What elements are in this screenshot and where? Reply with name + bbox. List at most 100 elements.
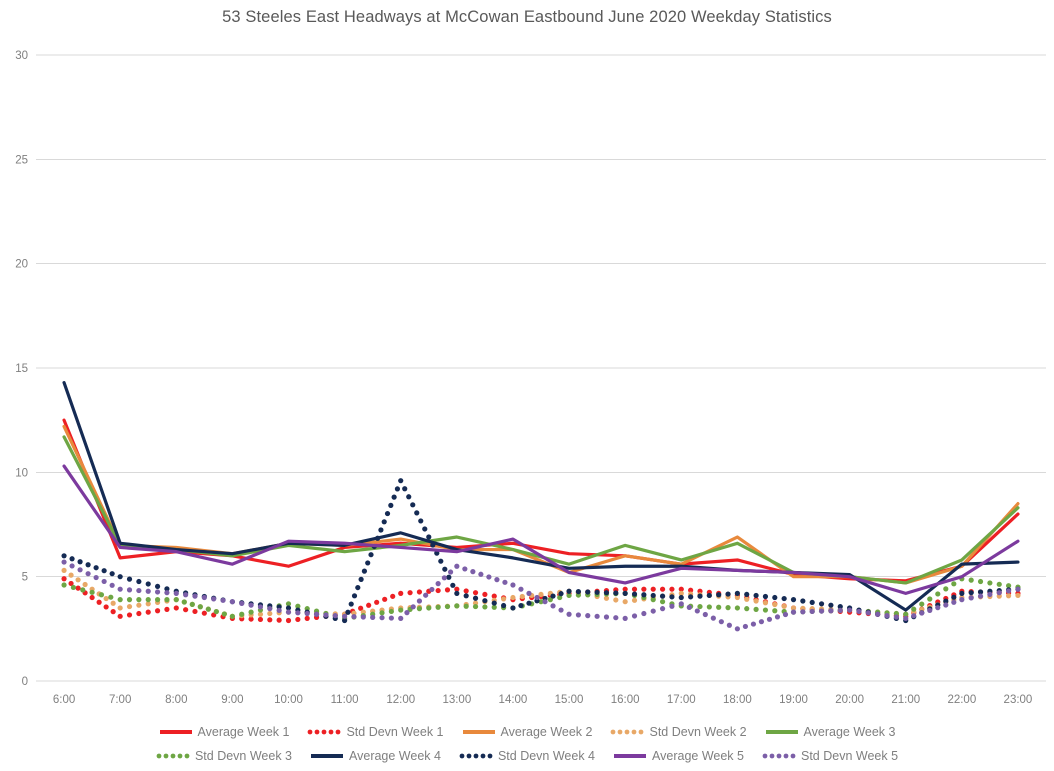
- series-dot: [126, 576, 133, 582]
- series-dot: [398, 607, 404, 613]
- legend-item-average-week-3[interactable]: Average Week 3: [765, 725, 896, 739]
- series-dot: [686, 604, 692, 610]
- series-dot: [75, 585, 81, 591]
- series-dot: [304, 610, 310, 617]
- series-dot: [463, 593, 469, 599]
- series-dot: [446, 574, 452, 580]
- series-dot: [426, 534, 432, 540]
- series-dot: [211, 596, 217, 602]
- series-dot: [659, 593, 666, 599]
- series-dot: [510, 582, 516, 588]
- series-dot: [688, 594, 694, 600]
- series-dot: [366, 602, 372, 608]
- series-dot: [903, 611, 909, 617]
- series-dot: [538, 599, 544, 605]
- series-dot: [390, 593, 396, 599]
- legend-dotted-swatch-icon: [156, 750, 190, 762]
- legend-item-average-week-2[interactable]: Average Week 2: [462, 725, 592, 739]
- x-axis-labels: 6:00 7:00 8:00 9:00 10:00 11:00 12:00 13:00 14:0…: [53, 694, 1032, 706]
- series-dot: [257, 616, 264, 623]
- legend-item-std-devn-week-3[interactable]: Std Devn Week 3: [156, 749, 292, 763]
- series-dot: [742, 623, 749, 630]
- series-dot: [734, 626, 740, 632]
- series-dot: [678, 586, 684, 592]
- x-tick-label: 7:00: [109, 694, 131, 706]
- series-dot: [85, 571, 91, 577]
- series-dot: [384, 510, 391, 517]
- series-dot: [370, 614, 376, 620]
- series-dot: [951, 599, 957, 605]
- series-dot: [358, 576, 364, 582]
- series-dot: [154, 597, 161, 603]
- gridlines: [36, 54, 1046, 682]
- series-dot: [239, 600, 245, 607]
- series-dot: [968, 595, 974, 601]
- series-dot: [943, 602, 949, 608]
- series-dot: [550, 603, 556, 609]
- series-dot: [197, 604, 203, 610]
- series-dot: [678, 601, 684, 607]
- legend-item-std-devn-week-1[interactable]: Std Devn Week 1: [307, 725, 444, 739]
- series-dot: [136, 610, 142, 617]
- series-dot: [68, 580, 74, 587]
- series-dot: [472, 603, 479, 610]
- legend-item-average-week-4[interactable]: Average Week 4: [310, 749, 441, 763]
- series-dot: [410, 502, 416, 508]
- series-dot: [594, 589, 600, 595]
- series-dot: [388, 608, 394, 615]
- series-dot: [482, 598, 488, 604]
- x-tick-label: 22:00: [947, 694, 976, 706]
- series-dot: [126, 587, 133, 593]
- series-dot: [566, 611, 572, 617]
- series-dot: [518, 602, 524, 609]
- series-dot: [762, 593, 769, 600]
- legend-item-std-devn-week-5[interactable]: Std Devn Week 5: [762, 749, 898, 763]
- series-dot: [444, 587, 451, 593]
- x-tick-label: 15:00: [555, 694, 584, 706]
- series-dot: [526, 590, 532, 596]
- legend-item-std-devn-week-4[interactable]: Std Devn Week 4: [459, 749, 595, 763]
- legend-item-average-week-1[interactable]: Average Week 1: [159, 725, 289, 739]
- series-dot: [108, 594, 114, 600]
- x-tick-label: 17:00: [667, 694, 696, 706]
- series-dot: [943, 598, 949, 604]
- series-dot: [650, 586, 656, 592]
- series-dot: [622, 586, 628, 592]
- series-dot: [744, 596, 750, 602]
- series-dot: [378, 527, 384, 533]
- series-dot: [772, 594, 778, 601]
- series-dot: [758, 619, 765, 625]
- legend-label: Average Week 4: [349, 749, 441, 763]
- series-dot: [285, 605, 292, 611]
- series-dot: [68, 572, 74, 578]
- series-dot: [594, 613, 600, 619]
- series-dot: [919, 601, 925, 607]
- series-dot: [558, 607, 564, 613]
- series-dot: [375, 535, 381, 541]
- series-dot: [491, 593, 497, 599]
- series-dot: [398, 590, 404, 596]
- series-average-week-4: [62, 381, 1020, 612]
- series-dot: [828, 602, 834, 608]
- series-dot: [534, 594, 540, 601]
- legend-label: Std Devn Week 3: [194, 749, 292, 763]
- series-dot: [547, 597, 553, 603]
- series-dot: [725, 591, 731, 597]
- series-dot: [694, 608, 700, 614]
- series-dot: [542, 599, 548, 605]
- series-dot: [744, 591, 750, 598]
- series-dot: [641, 592, 647, 598]
- series-dot: [304, 615, 310, 622]
- series-dot: [526, 600, 532, 606]
- legend-item-average-week-5[interactable]: Average Week 5: [613, 749, 744, 763]
- y-axis-labels: 0 5 10 15 20 25 30: [15, 50, 28, 688]
- x-tick-label: 19:00: [779, 694, 808, 706]
- series-dot: [734, 594, 740, 601]
- series-dot: [491, 600, 497, 606]
- series-dot: [382, 596, 388, 602]
- series-dot: [154, 583, 161, 590]
- legend-item-std-devn-week-2[interactable]: Std Devn Week 2: [610, 725, 747, 739]
- y-tick-label: 15: [15, 363, 28, 375]
- series-dot: [229, 613, 235, 619]
- series-line: [62, 381, 1020, 612]
